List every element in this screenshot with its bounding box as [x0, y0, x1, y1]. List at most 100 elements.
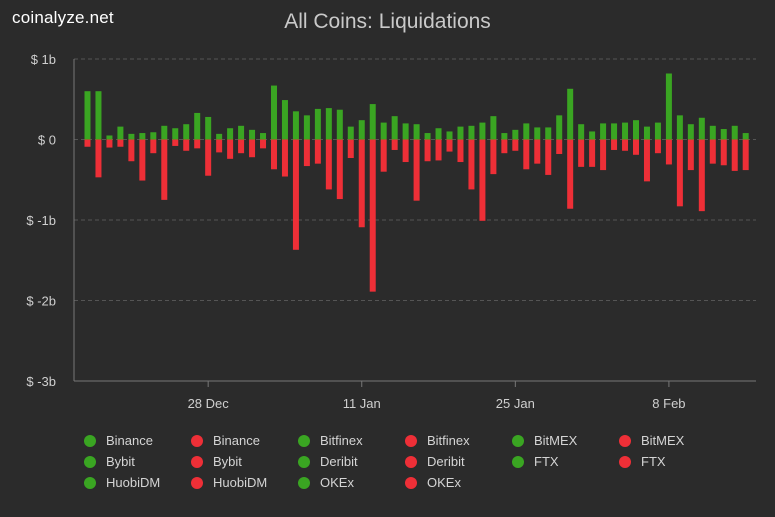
bar-long-37[interactable] — [490, 116, 497, 140]
bar-long-20[interactable] — [303, 115, 310, 140]
bar-long-32[interactable] — [435, 128, 442, 140]
bar-short-37[interactable] — [490, 139, 497, 175]
bar-long-42[interactable] — [545, 127, 552, 140]
bar-long-28[interactable] — [391, 116, 398, 140]
bar-long-12[interactable] — [216, 133, 223, 140]
bar-short-56[interactable] — [698, 139, 705, 212]
bar-short-18[interactable] — [281, 139, 288, 177]
bar-short-43[interactable] — [556, 139, 563, 154]
bar-long-53[interactable] — [665, 73, 672, 140]
bar-short-6[interactable] — [150, 139, 157, 154]
bar-long-46[interactable] — [589, 131, 596, 140]
bar-short-31[interactable] — [424, 139, 431, 162]
bar-long-52[interactable] — [654, 122, 661, 140]
bar-short-26[interactable] — [369, 139, 376, 292]
legend-item-huobidm[interactable]: HuobiDM — [84, 475, 191, 490]
bar-long-3[interactable] — [117, 126, 124, 140]
bar-short-20[interactable] — [303, 139, 310, 167]
bar-short-34[interactable] — [457, 139, 464, 163]
bar-long-60[interactable] — [742, 133, 749, 140]
bar-long-29[interactable] — [402, 123, 409, 140]
bar-short-44[interactable] — [567, 139, 574, 209]
bar-long-14[interactable] — [238, 125, 245, 140]
bar-short-15[interactable] — [249, 139, 256, 158]
bar-long-50[interactable] — [633, 120, 639, 140]
bar-long-10[interactable] — [194, 112, 201, 140]
bar-short-25[interactable] — [358, 139, 365, 228]
bar-long-5[interactable] — [139, 133, 146, 140]
bar-short-4[interactable] — [128, 139, 135, 162]
bar-long-18[interactable] — [281, 100, 288, 140]
bar-long-58[interactable] — [720, 129, 727, 140]
bar-short-57[interactable] — [709, 139, 716, 164]
bar-long-33[interactable] — [446, 131, 453, 140]
bar-short-49[interactable] — [622, 139, 629, 151]
bar-long-45[interactable] — [578, 124, 585, 140]
legend-item-bitfinex[interactable]: Bitfinex — [298, 433, 405, 448]
bar-long-30[interactable] — [413, 124, 420, 140]
bar-short-22[interactable] — [325, 139, 332, 190]
legend-item-bybit[interactable]: Bybit — [84, 454, 191, 469]
bar-short-5[interactable] — [139, 139, 146, 181]
bar-long-41[interactable] — [534, 127, 541, 140]
legend-item-bitmex[interactable]: BitMEX — [619, 433, 726, 448]
legend-item-okex[interactable]: OKEx — [405, 475, 512, 490]
bar-short-45[interactable] — [578, 139, 585, 167]
bar-long-47[interactable] — [600, 123, 607, 140]
bar-short-51[interactable] — [643, 139, 650, 182]
bar-long-13[interactable] — [227, 128, 234, 140]
bar-long-17[interactable] — [270, 85, 277, 140]
bar-long-2[interactable] — [106, 135, 113, 140]
bar-long-43[interactable] — [556, 115, 563, 140]
bar-long-1[interactable] — [95, 91, 102, 140]
bar-long-7[interactable] — [161, 125, 168, 140]
bar-long-9[interactable] — [183, 124, 190, 140]
bar-long-16[interactable] — [260, 133, 267, 140]
bar-short-40[interactable] — [523, 139, 530, 170]
legend-item-binance[interactable]: Binance — [191, 433, 298, 448]
bar-short-41[interactable] — [534, 139, 541, 164]
bar-long-56[interactable] — [698, 117, 705, 140]
bar-long-11[interactable] — [205, 116, 212, 140]
bar-long-35[interactable] — [468, 125, 475, 140]
bar-long-22[interactable] — [325, 108, 332, 140]
bar-short-54[interactable] — [676, 139, 683, 207]
bar-short-29[interactable] — [402, 139, 409, 163]
bar-long-15[interactable] — [249, 129, 256, 140]
legend-item-deribit[interactable]: Deribit — [298, 454, 405, 469]
legend-item-bybit[interactable]: Bybit — [191, 454, 298, 469]
legend-item-bitmex[interactable]: BitMEX — [512, 433, 619, 448]
legend-item-binance[interactable]: Binance — [84, 433, 191, 448]
bar-long-39[interactable] — [512, 129, 519, 140]
bar-long-54[interactable] — [676, 115, 683, 140]
bar-short-36[interactable] — [479, 139, 486, 221]
bar-short-33[interactable] — [446, 139, 453, 152]
bar-short-38[interactable] — [501, 139, 508, 154]
bar-long-36[interactable] — [479, 122, 486, 140]
bar-long-25[interactable] — [358, 120, 365, 140]
bar-long-59[interactable] — [731, 125, 738, 140]
bar-short-30[interactable] — [413, 139, 420, 201]
bar-short-12[interactable] — [216, 139, 223, 153]
bar-short-10[interactable] — [194, 139, 201, 149]
bar-short-16[interactable] — [260, 139, 267, 149]
bar-long-0[interactable] — [84, 91, 91, 140]
legend-item-ftx[interactable]: FTX — [619, 454, 726, 469]
bar-short-59[interactable] — [731, 139, 738, 171]
bar-long-24[interactable] — [347, 126, 354, 140]
bar-short-48[interactable] — [611, 139, 618, 150]
bar-long-8[interactable] — [172, 128, 179, 140]
bar-long-44[interactable] — [567, 88, 574, 140]
bar-long-6[interactable] — [150, 132, 157, 140]
bar-short-2[interactable] — [106, 139, 113, 148]
bar-long-34[interactable] — [457, 126, 464, 140]
bar-short-9[interactable] — [183, 139, 190, 151]
bar-long-4[interactable] — [128, 133, 135, 140]
bar-short-1[interactable] — [95, 139, 102, 178]
bar-short-28[interactable] — [391, 139, 398, 150]
bar-short-47[interactable] — [600, 139, 607, 171]
bar-long-21[interactable] — [314, 108, 321, 140]
bar-short-19[interactable] — [292, 139, 299, 250]
bar-short-13[interactable] — [227, 139, 234, 159]
bar-short-50[interactable] — [633, 139, 639, 155]
